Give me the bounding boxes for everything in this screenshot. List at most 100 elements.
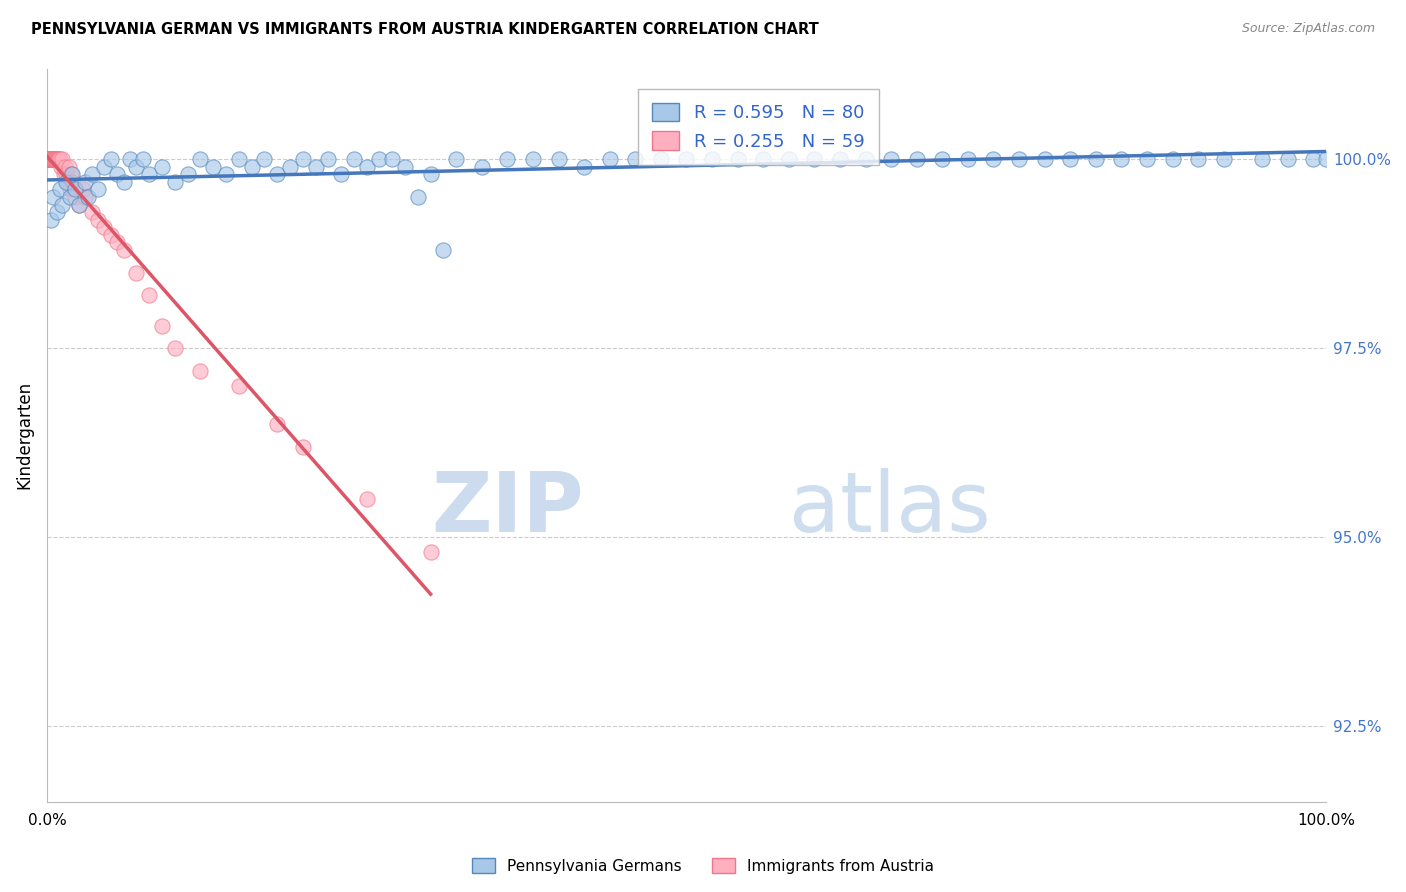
Point — [228, 153, 250, 167]
Point — [39, 153, 62, 167]
Point — [828, 153, 851, 167]
Point — [58, 160, 80, 174]
Point — [76, 190, 98, 204]
Point — [304, 160, 326, 174]
Point — [41, 153, 63, 167]
Point — [93, 160, 115, 174]
Point — [1059, 153, 1081, 167]
Point — [37, 153, 59, 167]
Point — [419, 545, 441, 559]
Point — [55, 167, 77, 181]
Point — [75, 190, 97, 204]
Point — [42, 153, 65, 167]
Point — [202, 160, 225, 174]
Point — [419, 167, 441, 181]
Point — [1251, 153, 1274, 167]
Point — [125, 266, 148, 280]
Point — [931, 153, 953, 167]
Point — [45, 153, 67, 167]
Point — [105, 167, 128, 181]
Point — [44, 153, 66, 167]
Point — [38, 153, 60, 167]
Point — [727, 153, 749, 167]
Point — [55, 175, 77, 189]
Point — [42, 190, 65, 204]
Point — [1136, 153, 1159, 167]
Point — [53, 160, 76, 174]
Point — [444, 153, 467, 167]
Point — [150, 160, 173, 174]
Point — [38, 153, 60, 167]
Point — [75, 175, 97, 189]
Point — [60, 167, 83, 181]
Point — [42, 153, 65, 167]
Point — [132, 153, 155, 167]
Point — [356, 160, 378, 174]
Point — [752, 153, 775, 167]
Point — [44, 153, 66, 167]
Point — [41, 153, 63, 167]
Point — [190, 364, 212, 378]
Point — [37, 153, 59, 167]
Point — [67, 197, 90, 211]
Point — [291, 440, 314, 454]
Point — [45, 153, 67, 167]
Point — [983, 153, 1005, 167]
Point — [163, 341, 186, 355]
Point — [138, 167, 160, 181]
Point — [266, 167, 288, 181]
Point — [356, 492, 378, 507]
Point — [48, 153, 70, 167]
Point — [1008, 153, 1031, 167]
Point — [80, 205, 103, 219]
Point — [291, 153, 314, 167]
Point — [880, 153, 903, 167]
Point — [56, 175, 79, 189]
Point — [1302, 153, 1324, 167]
Legend: R = 0.595   N = 80, R = 0.255   N = 59: R = 0.595 N = 80, R = 0.255 N = 59 — [638, 88, 879, 165]
Point — [52, 167, 75, 181]
Point — [1187, 153, 1209, 167]
Point — [100, 227, 122, 242]
Point — [39, 153, 62, 167]
Point — [125, 160, 148, 174]
Point — [63, 182, 86, 196]
Point — [59, 182, 82, 196]
Point — [42, 153, 65, 167]
Point — [1277, 153, 1299, 167]
Point — [1084, 153, 1107, 167]
Point — [59, 190, 82, 204]
Point — [778, 153, 800, 167]
Point — [406, 190, 429, 204]
Point — [496, 153, 519, 167]
Point — [46, 205, 69, 219]
Point — [38, 153, 60, 167]
Point — [253, 153, 276, 167]
Point — [41, 153, 63, 167]
Point — [38, 153, 60, 167]
Point — [62, 175, 84, 189]
Point — [138, 288, 160, 302]
Y-axis label: Kindergarten: Kindergarten — [15, 381, 32, 489]
Point — [318, 153, 340, 167]
Point — [228, 379, 250, 393]
Point — [51, 197, 73, 211]
Point — [112, 243, 135, 257]
Point — [381, 153, 404, 167]
Point — [163, 175, 186, 189]
Point — [46, 153, 69, 167]
Point — [240, 160, 263, 174]
Point — [1212, 153, 1234, 167]
Point — [118, 153, 141, 167]
Point — [803, 153, 825, 167]
Point — [572, 160, 595, 174]
Point — [432, 243, 454, 257]
Point — [63, 190, 86, 204]
Point — [87, 212, 110, 227]
Point — [599, 153, 621, 167]
Text: ZIP: ZIP — [432, 468, 583, 549]
Text: Source: ZipAtlas.com: Source: ZipAtlas.com — [1241, 22, 1375, 36]
Point — [37, 153, 59, 167]
Point — [956, 153, 979, 167]
Legend: Pennsylvania Germans, Immigrants from Austria: Pennsylvania Germans, Immigrants from Au… — [465, 852, 941, 880]
